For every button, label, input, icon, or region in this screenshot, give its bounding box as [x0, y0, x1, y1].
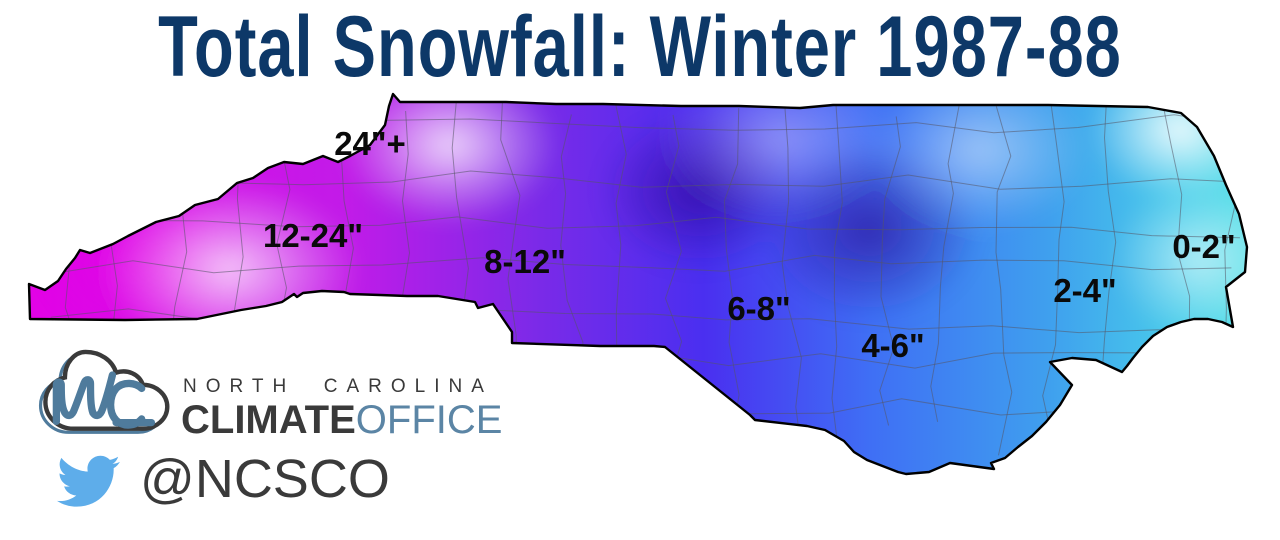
svg-text:24"+: 24"+	[334, 125, 406, 162]
svg-text:8-12": 8-12"	[484, 243, 566, 280]
svg-text:12-24": 12-24"	[263, 217, 363, 254]
svg-text:6-8": 6-8"	[727, 290, 790, 327]
svg-text:2-4": 2-4"	[1053, 272, 1116, 309]
svg-text:0-2": 0-2"	[1172, 228, 1235, 265]
svg-text:4-6": 4-6"	[861, 327, 924, 364]
